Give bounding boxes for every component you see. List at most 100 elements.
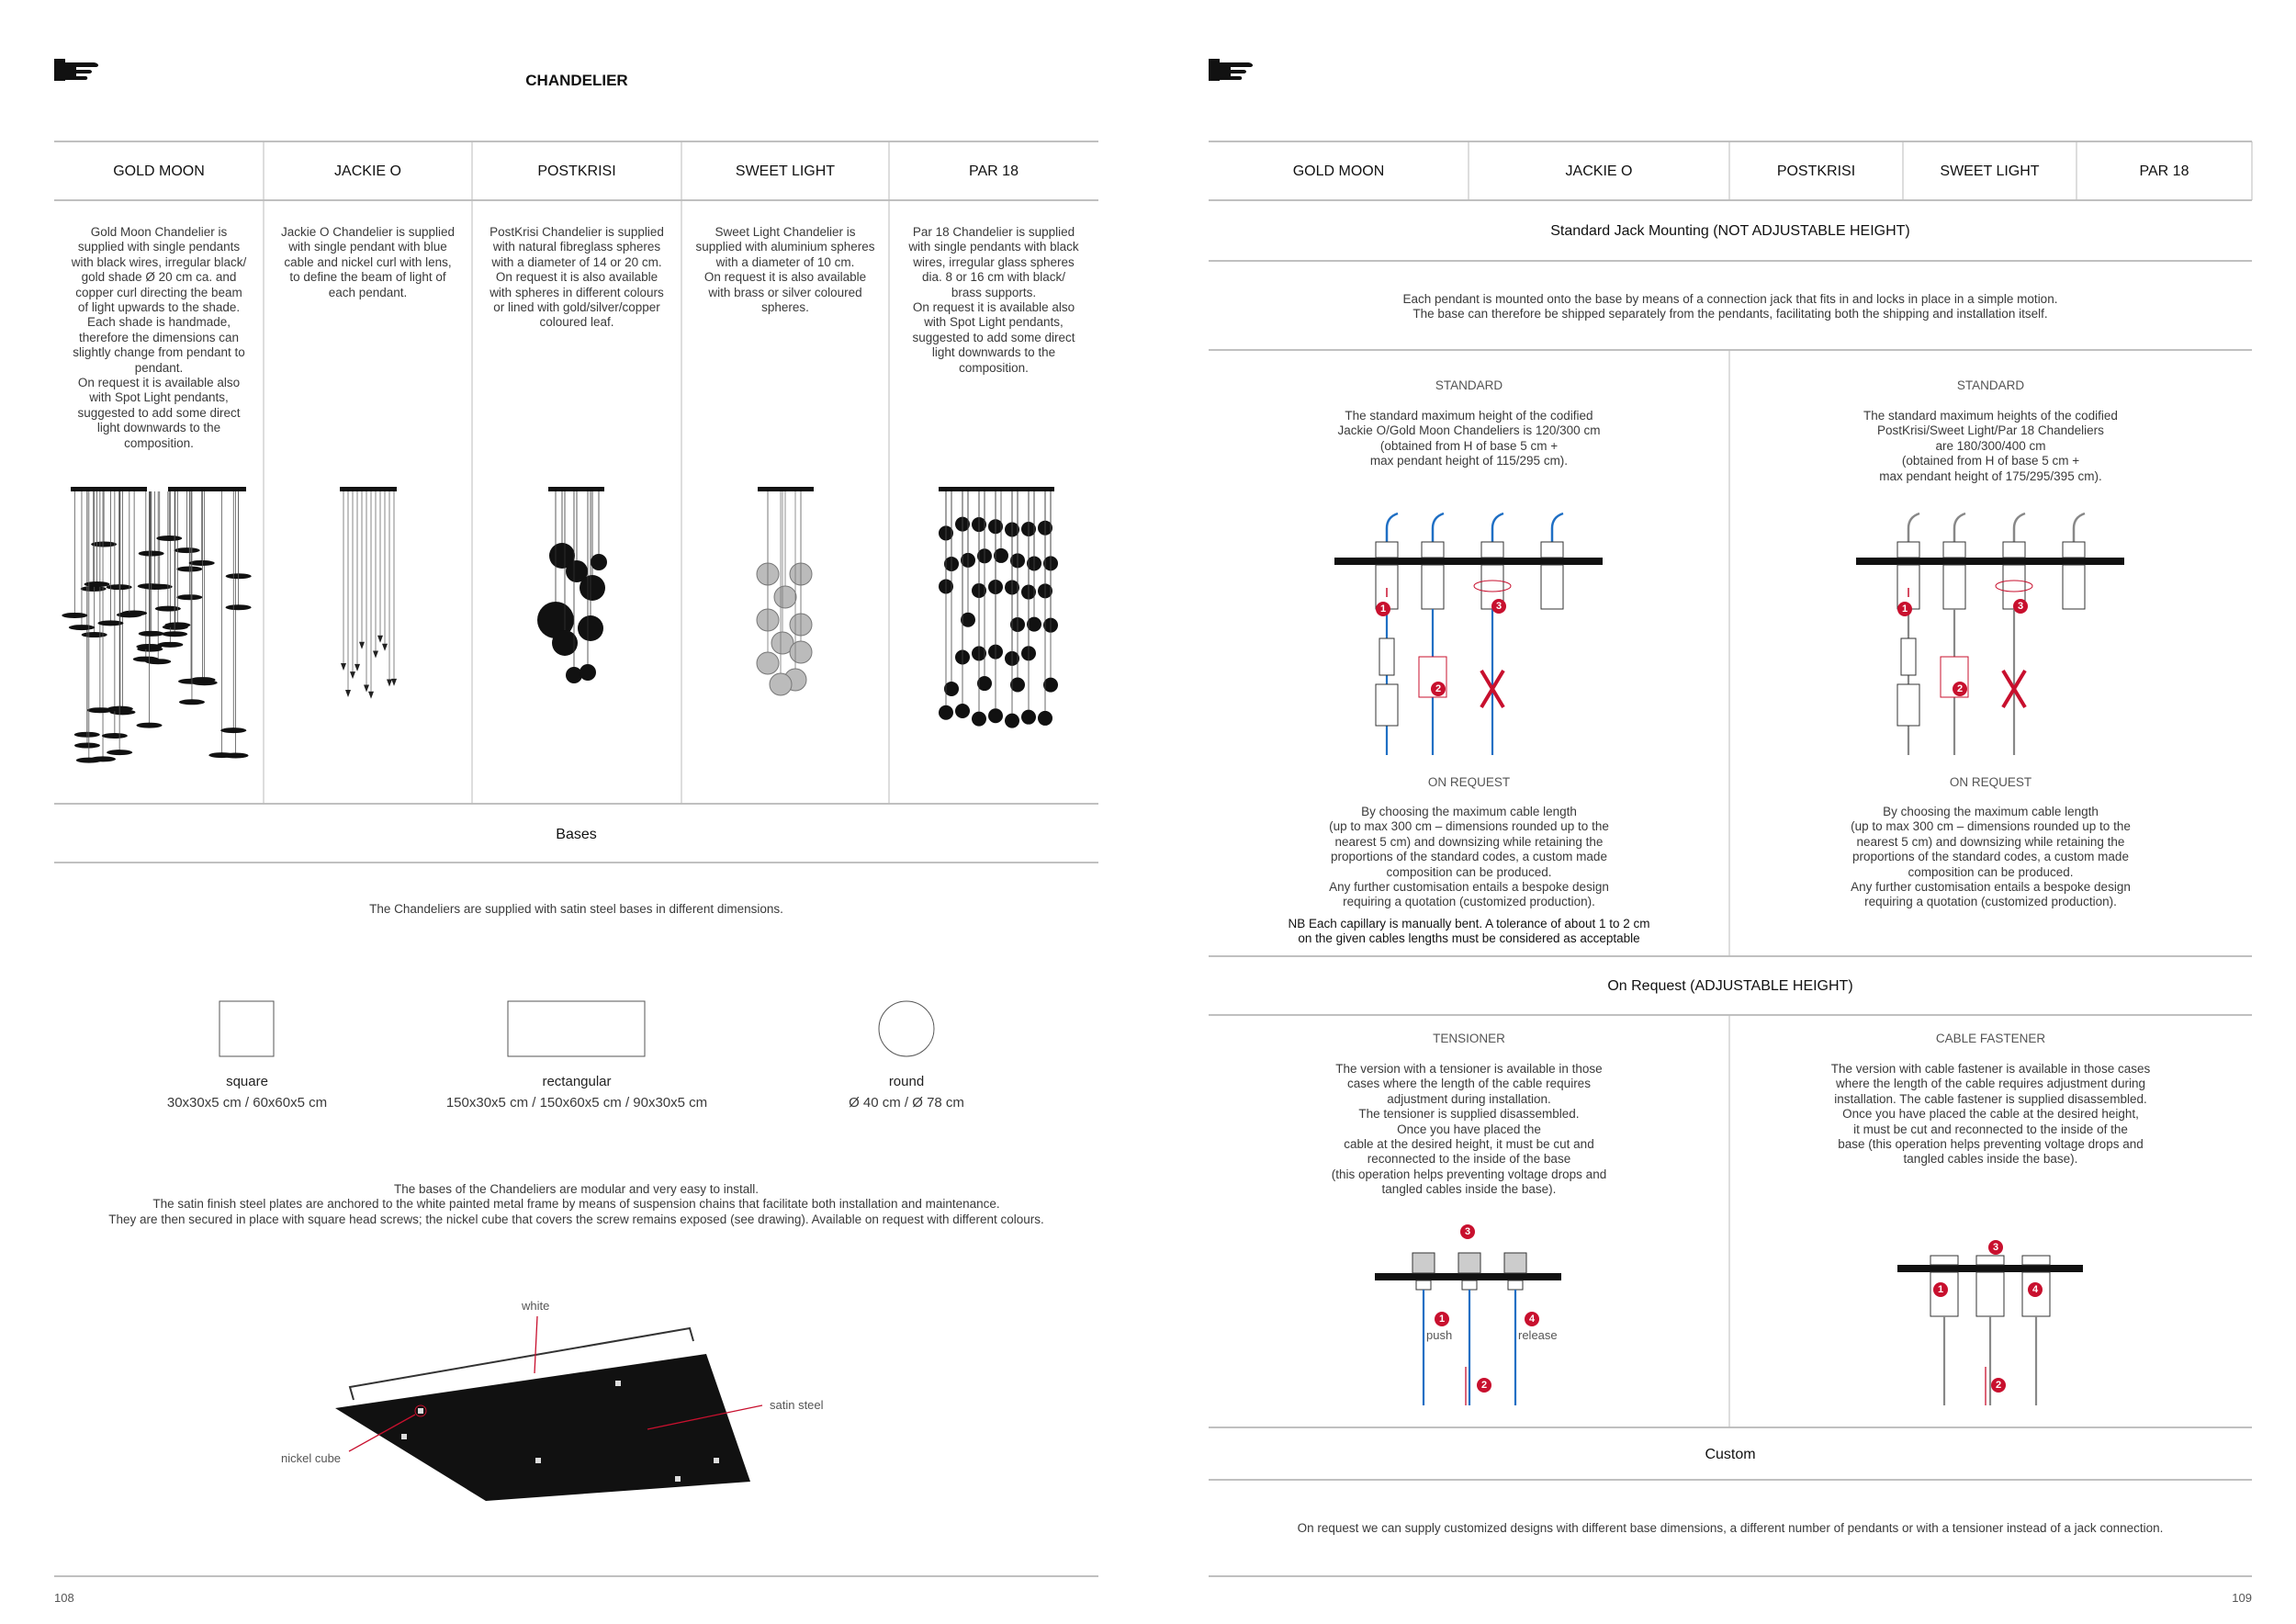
text-line: The version with a tensioner is availabl… (1335, 1062, 1603, 1076)
intro-text: Each pendant is mounted onto the base by… (1209, 292, 2252, 322)
text-line: are 180/300/400 cm (1935, 438, 2046, 453)
text-line: Gold Moon Chandelier is (90, 225, 228, 239)
nickel-cube (615, 1381, 621, 1386)
pendant (391, 678, 397, 686)
text-line: max pendant height of 175/295/395 cm). (1879, 468, 2102, 483)
sphere (988, 708, 1003, 724)
text-line: suggested to add some direct (912, 330, 1075, 344)
tensioner (1503, 1252, 1527, 1274)
shade (86, 707, 113, 714)
pendant (355, 663, 360, 671)
panel-label: STANDARD (1956, 378, 2025, 392)
intro-text: The Chandeliers are supplied with satin … (369, 902, 783, 916)
step-marker: 3 (2013, 599, 2028, 614)
pendant (341, 662, 346, 671)
text-line: They are then secured in place with squa… (108, 1212, 1044, 1226)
hand-icon (1209, 59, 1254, 81)
text-line: base (this operation helps preventing vo… (1838, 1137, 2144, 1152)
drawing-label: satin steel (770, 1398, 824, 1412)
text-line: proportions of the standard codes, a cus… (1331, 850, 1607, 864)
shape-name: rectangular (542, 1074, 612, 1089)
sphere (1043, 677, 1058, 693)
pendant (373, 650, 378, 659)
shade (225, 604, 252, 611)
text-line: tangled cables inside the base). (1381, 1182, 1557, 1197)
text-line: cable and nickel curl with lens, (284, 254, 452, 269)
plate (335, 1354, 750, 1501)
jack (2062, 541, 2086, 558)
shade (116, 612, 142, 618)
callout (414, 1404, 427, 1417)
text-line: composition can be produced. (1908, 864, 2074, 879)
canopy (71, 487, 147, 491)
text-line: light downwards to the (931, 345, 1056, 360)
canopy (168, 487, 246, 491)
cable (2012, 512, 2026, 551)
section-heading: On Request (ADJUSTABLE HEIGHT) (1607, 978, 1853, 994)
jack (1896, 541, 1920, 558)
shade (101, 733, 128, 739)
step-marker: 4 (2028, 1282, 2043, 1297)
step-marker: 2 (1953, 682, 1967, 696)
fastener (1975, 1271, 2005, 1317)
panel-label: STANDARD (1435, 378, 1503, 392)
shade (189, 677, 216, 683)
text-line: The base can therefore be shipped separa… (1412, 307, 2048, 321)
sphere (1027, 616, 1041, 632)
shade (73, 742, 100, 749)
cable (1491, 512, 1504, 551)
text-line: (obtained from H of base 5 cm + (1379, 438, 1559, 453)
text-line: with spheres in different colours (490, 285, 664, 299)
custom-text: On request we can supply customized desi… (1297, 1521, 2164, 1535)
text-line: Jackie O Chandelier is supplied (280, 225, 456, 239)
text-line: (up to max 300 cm – dimensions rounded u… (1851, 819, 2131, 834)
shade (75, 757, 102, 763)
text-line: with Spot Light pendants, (89, 390, 229, 405)
pendant (382, 643, 388, 651)
shape-name: round (888, 1074, 925, 1089)
tensioner (1412, 1252, 1435, 1274)
sphere (580, 664, 596, 681)
step-marker: 1 (1897, 602, 1912, 616)
jack (1421, 541, 1445, 558)
text-line: of light upwards to the shade. (77, 300, 241, 315)
text-line: reconnected to the inside of the base (1367, 1152, 1571, 1167)
sphere (566, 560, 588, 582)
shade (162, 631, 188, 637)
shade (81, 632, 107, 638)
text-line: with Spot Light pendants, (924, 315, 1064, 330)
jack (2002, 541, 2026, 558)
step-marker: 1 (1933, 1282, 1948, 1297)
page-title: CHANDELIER (525, 72, 628, 89)
text-line: supplied with aluminium spheres (695, 240, 875, 254)
panel-label: ON REQUEST (1427, 775, 1511, 789)
cable (1431, 512, 1445, 551)
column-header: JACKIE O (334, 164, 401, 179)
nickel-cube (401, 1434, 407, 1439)
text-line: Once you have placed the (1397, 1122, 1541, 1136)
text-line: On request it is also available (703, 270, 867, 285)
cable (2072, 512, 2086, 551)
pendant (345, 690, 351, 698)
sphere (1038, 710, 1052, 726)
column-header: PAR 18 (2139, 164, 2189, 179)
text-line: The standard maximum heights of the codi… (1863, 409, 2118, 423)
nickel-cube (535, 1458, 541, 1463)
column-text: Par 18 Chandelier is supplied with single… (889, 225, 1098, 376)
text-line: requiring a quotation (customized produc… (1864, 895, 2117, 909)
step-marker: 3 (1491, 599, 1506, 614)
sphere (580, 575, 605, 601)
base-bar (1334, 558, 1603, 565)
nickel-cube (418, 1408, 423, 1414)
jack (1421, 564, 1445, 610)
column-text: Gold Moon Chandelier is supplied with sin… (54, 225, 264, 451)
text-line: to define the beam of light of (289, 270, 446, 285)
round-base (878, 1000, 935, 1057)
text-line: The bases of the Chandeliers are modular… (394, 1182, 759, 1196)
canopy (548, 487, 604, 491)
plug (1896, 683, 1920, 727)
shade (154, 605, 181, 612)
shade (220, 727, 247, 734)
pendant (350, 671, 355, 680)
